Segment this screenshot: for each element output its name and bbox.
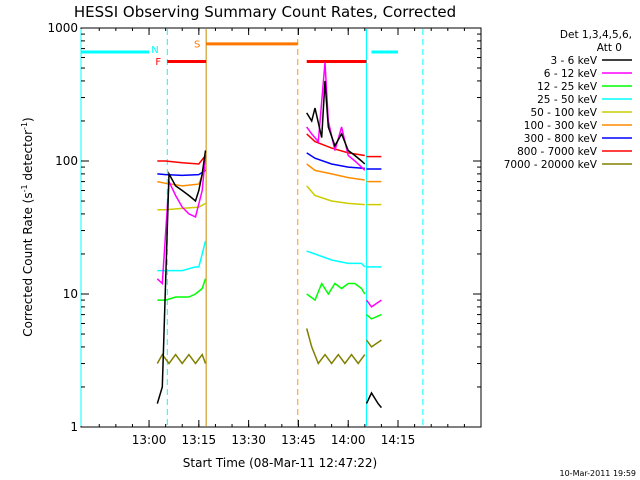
y-axis-ticks: 1 10 100 1000 — [47, 21, 481, 434]
series-line — [366, 313, 382, 320]
series-line — [157, 169, 206, 177]
legend-header-attenuator: Att 0 — [597, 42, 622, 54]
series-line — [306, 152, 365, 170]
y-axis-label: Corrected Count Rate (s-1 detector-1) — [20, 117, 35, 336]
series-line — [306, 163, 365, 181]
legend-header-detectors: Det 1,3,4,5,6, — [560, 29, 632, 41]
y-axis-label-sup2: -1 — [20, 122, 29, 130]
legend-label: 100 - 300 keV — [524, 120, 598, 132]
series-line — [156, 353, 207, 365]
y-axis-label-sup1: -1 — [20, 184, 29, 192]
series-line — [156, 150, 207, 404]
y-axis-label-end: ) — [21, 117, 35, 122]
plot-frame — [80, 27, 482, 428]
flag-label: F — [155, 57, 161, 68]
legend-label: 3 - 6 keV — [550, 55, 597, 67]
y-axis-label-main: Corrected Count Rate (s — [21, 192, 35, 336]
series-lines — [156, 62, 382, 409]
series-line — [305, 328, 366, 366]
x-axis-label: Start Time (08-Mar-11 12:47:22) — [183, 456, 377, 470]
series-line — [306, 62, 366, 171]
legend-label: 6 - 12 keV — [544, 68, 598, 80]
x-tick-label: 13:45 — [281, 433, 316, 447]
series-line — [365, 339, 382, 348]
series-line — [306, 250, 366, 268]
series-line — [365, 299, 382, 308]
x-tick-label: 13:15 — [182, 433, 217, 447]
legend-label: 12 - 25 keV — [537, 81, 598, 93]
series-line — [306, 185, 365, 206]
x-tick-label: 14:15 — [381, 433, 416, 447]
flag-label: S — [194, 39, 200, 50]
x-tick-label: 14:00 — [331, 433, 366, 447]
flag-label: N — [151, 45, 158, 56]
series-line — [157, 166, 207, 187]
chart-title: HESSI Observing Summary Count Rates, Cor… — [74, 3, 456, 21]
y-tick-label: 10 — [63, 287, 78, 301]
y-tick-label: 1 — [70, 420, 78, 434]
plot-timestamp: 10-Mar-2011 19:59 — [560, 469, 637, 478]
legend-label: 300 - 800 keV — [524, 133, 598, 145]
series-line — [365, 391, 382, 409]
flag-bars: F S N — [81, 39, 399, 68]
interval-lines — [80, 29, 424, 426]
y-axis-label-mid: detector — [21, 130, 35, 185]
series-line — [157, 155, 207, 165]
series-line — [306, 80, 366, 165]
legend-label: 50 - 100 keV — [530, 107, 597, 119]
series-line — [156, 155, 207, 286]
legend-label: 800 - 7000 keV — [517, 146, 598, 158]
legend-label: 7000 - 20000 keV — [504, 159, 598, 171]
y-tick-label: 1000 — [47, 21, 78, 35]
x-tick-label: 13:00 — [132, 433, 167, 447]
legend-label: 25 - 50 keV — [537, 94, 598, 106]
x-tick-label: 13:30 — [231, 433, 266, 447]
y-tick-label: 100 — [55, 154, 78, 168]
series-line — [306, 281, 366, 302]
x-axis-ticks: 13:00 13:15 13:30 13:45 14:00 14:15 — [98, 28, 465, 447]
plot-area: F S N 13:00 13:15 13:30 13:45 14:00 14:15 1 10 10… — [47, 21, 482, 447]
series-line — [157, 202, 206, 211]
